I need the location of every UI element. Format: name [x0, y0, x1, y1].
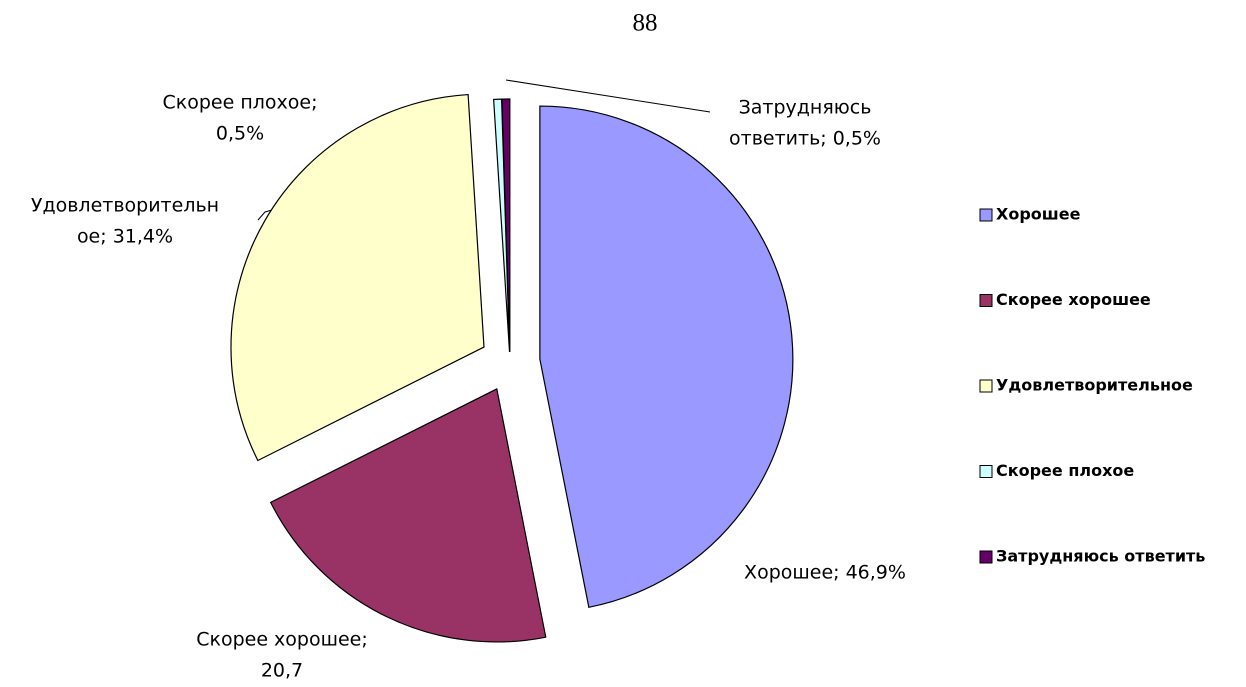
legend-swatch: [979, 465, 993, 478]
legend-label: Хорошее: [996, 205, 1081, 224]
data-label: Удовлетворительн: [31, 195, 219, 217]
data-label: Скорее хорошее;: [196, 629, 368, 651]
pie-slice: [269, 388, 547, 643]
leader-line: [257, 209, 273, 221]
legend-swatch: [979, 294, 993, 307]
legend-swatch: [979, 379, 993, 393]
legend-label: Затрудняюсь ответить: [996, 547, 1205, 566]
legend-swatch: [979, 550, 993, 564]
legend-label: Скорее хорошее: [996, 290, 1151, 309]
pie-slice: [539, 105, 794, 609]
page-number: 88: [633, 10, 658, 37]
data-label: 20,7: [261, 660, 303, 682]
legend-label: Скорее плохое: [996, 461, 1134, 480]
legend-label: Удовлетворительное: [996, 376, 1193, 395]
leader-line: [505, 79, 711, 113]
pie-slice: [230, 93, 485, 462]
legend-swatch: [979, 208, 993, 222]
data-label: ое; 31,4%: [77, 226, 173, 248]
data-label: 0,5%: [216, 123, 264, 145]
data-label: Скорее плохое;: [163, 92, 318, 114]
data-label: ответить; 0,5%: [729, 128, 881, 150]
pie-slice: [501, 98, 511, 353]
data-label: Хорошее; 46,9%: [744, 562, 906, 584]
data-label: Затрудняюсь: [739, 97, 872, 119]
